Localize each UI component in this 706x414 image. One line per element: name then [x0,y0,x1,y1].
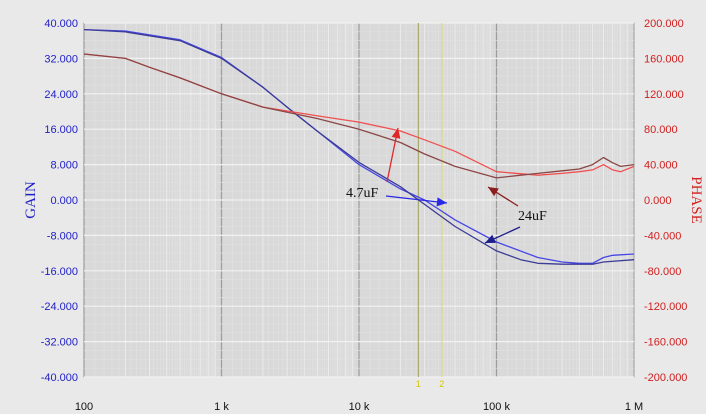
y-tick-label-left: 8.000 [50,160,78,172]
y-tick-label-right: -120.000 [644,301,687,313]
x-tick-label: 100 k [483,401,510,413]
y-tick-label-right: -40.000 [644,230,681,242]
annotation-arrow-4.7uF-gain-shaft [385,195,448,204]
annotation-arrow-4.7uF-gain-head [436,197,447,207]
y-axis-label-right: PHASE [688,176,704,224]
y-tick-label-right: 200.000 [644,18,684,30]
y-tick-label-left: 16.000 [44,124,78,136]
annotation-arrow-4.7uF-phase-head [391,128,401,139]
y-tick-label-left: 32.000 [44,53,78,65]
y-tick-label-right: 40.000 [644,160,678,172]
annotation-arrow-24uF-phase-head [488,187,499,197]
y-tick-label-left: 24.000 [44,89,78,101]
series-line-4 [83,53,635,179]
y-tick-label-left: 0.000 [50,195,78,207]
y-tick-label-right: 120.000 [644,89,684,101]
annotations: 4.7uF 24uF [346,127,547,244]
y-tick-label-right: 0.000 [644,195,672,207]
y-tick-label-right: 160.000 [644,53,684,65]
y-tick-label-left: 40.000 [44,18,78,30]
y-tick-label-left: -40.000 [41,372,78,384]
y-tick-label-left: -24.000 [41,301,78,313]
y-tick-label-left: -8.000 [47,230,78,242]
y-tick-label-right: -160.000 [644,337,687,349]
y-axis-label-left: GAIN [23,181,39,219]
cursor-label-1: 1 [416,379,421,389]
x-tick-label: 10 k [349,401,370,413]
y-tick-label-left: -16.000 [41,266,78,278]
grid-lines [83,22,634,378]
tick-labels: 40.000 32.000 24.000 16.000 8.000 0.000 -8.000… [41,18,688,413]
annotation-arrow-24uF-gain-head [485,234,496,243]
y-tick-label-right: -80.000 [644,266,681,278]
series-line-2 [83,28,635,265]
cursor-label-2: 2 [439,379,444,389]
x-tick-label: 100 [75,401,93,413]
series-layer [83,28,635,265]
y-tick-label-left: -32.000 [41,337,78,349]
y-tick-label-right: -200.000 [644,372,687,384]
x-tick-label: 1 M [625,401,643,413]
annotation-label-24uF: 24uF [518,209,547,224]
x-tick-label: 1 k [214,401,229,413]
annotation-label-4.7uF: 4.7uF [346,186,379,201]
y-tick-label-right: 80.000 [644,124,678,136]
